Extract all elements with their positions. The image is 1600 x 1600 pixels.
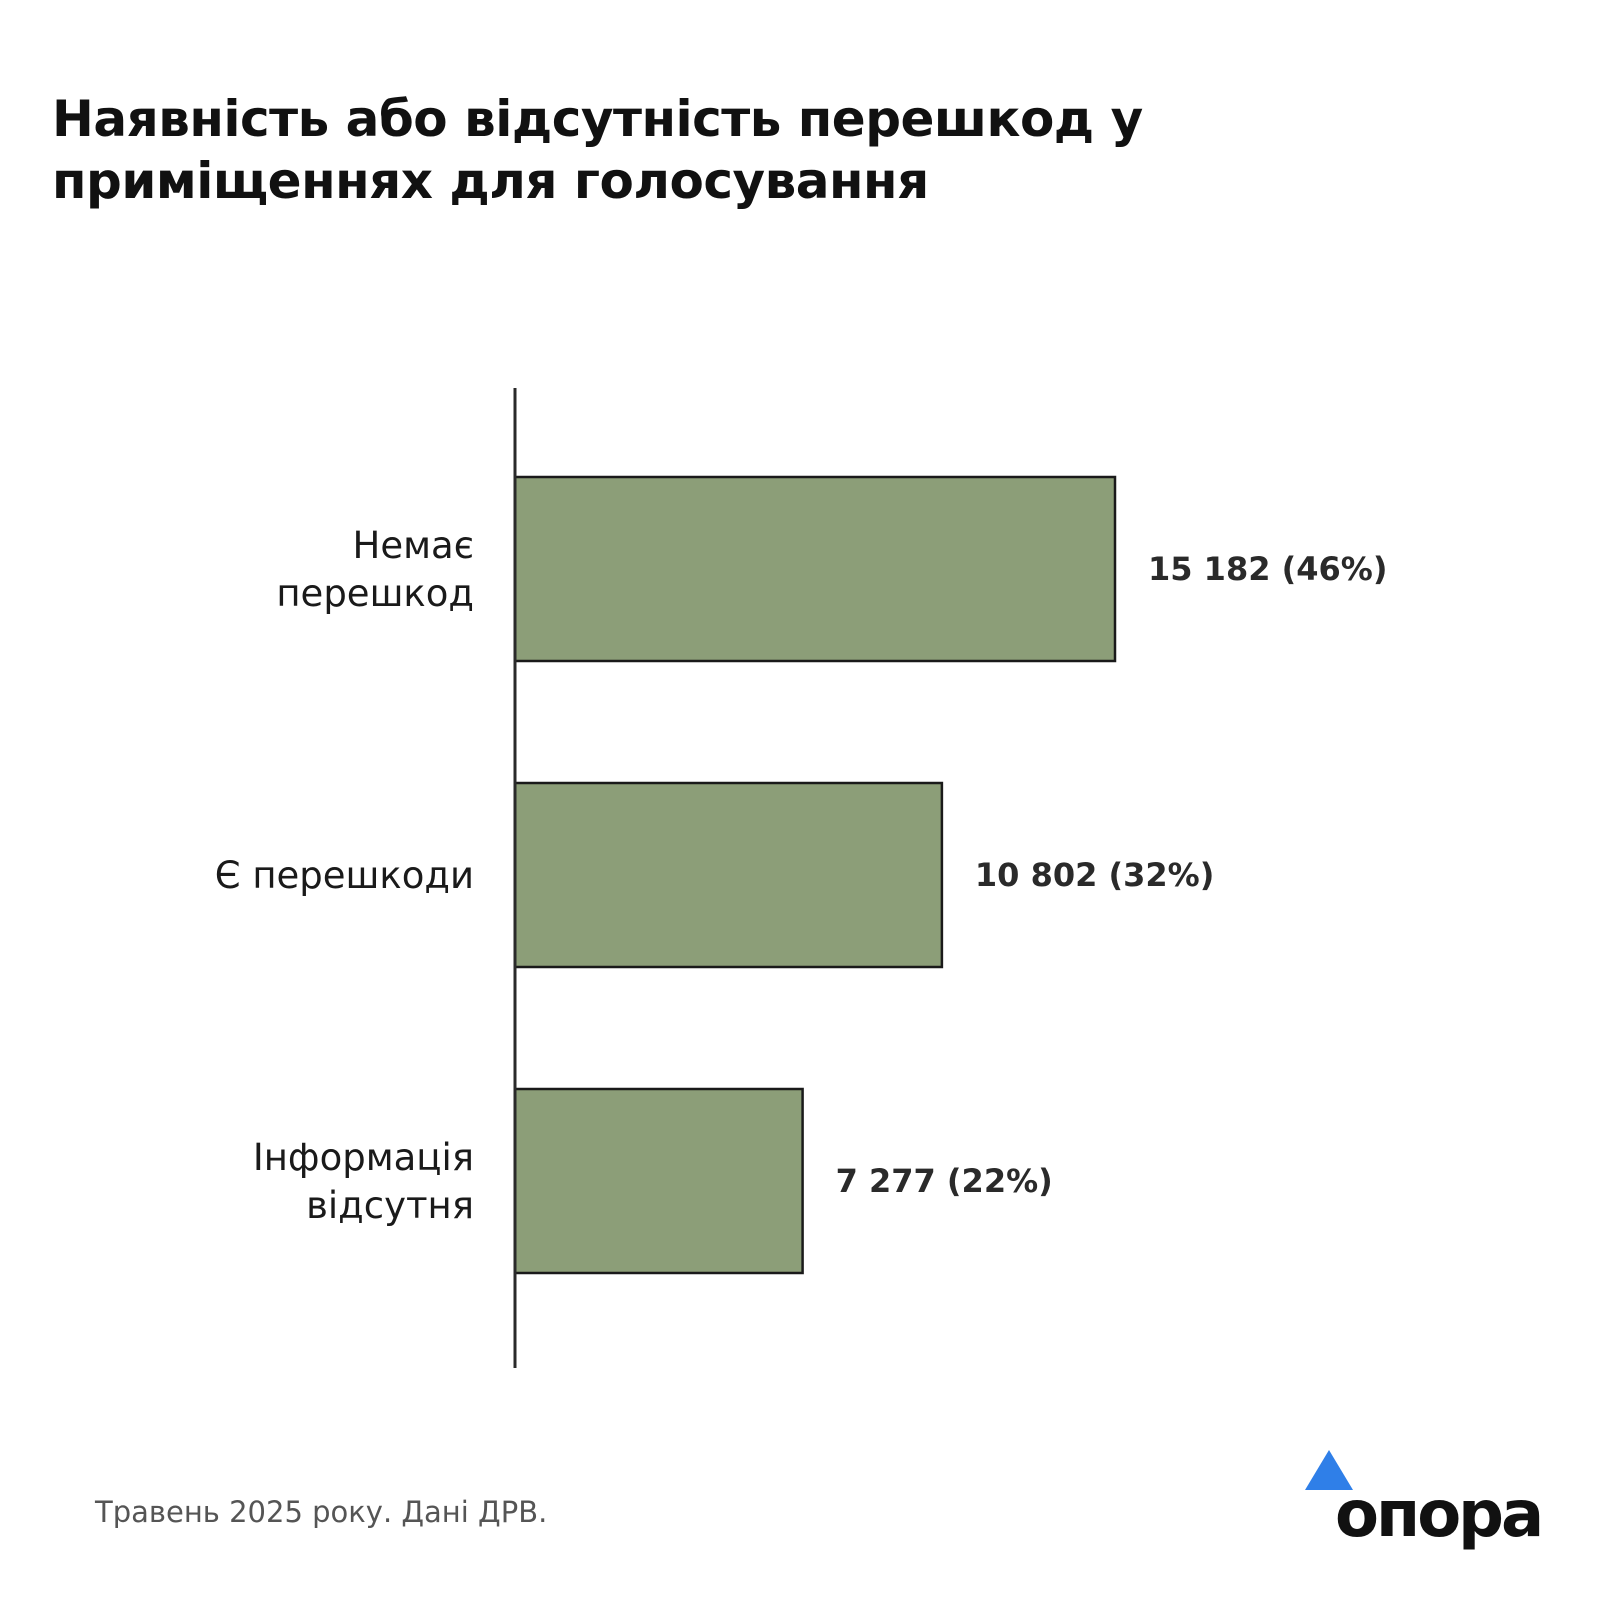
bar-1 (513, 475, 1117, 663)
blue-triangle-icon (1305, 1450, 1353, 1490)
bar-3 (513, 1087, 804, 1275)
category-label-1: Немає перешкод (276, 524, 474, 615)
source-footnote: Травень 2025 року. Дані ДРВ. (95, 1495, 548, 1529)
category-label-2: Є перешкоди (215, 854, 474, 897)
value-label-3: 7 277 (22%) (836, 1162, 1053, 1200)
bar-2 (513, 781, 944, 969)
bars-layer (513, 475, 1117, 1275)
logo-text: опора (1335, 1478, 1544, 1552)
opora-logo: опора (1305, 1450, 1544, 1550)
category-label-3: Інформація відсутня (253, 1136, 474, 1227)
chart-title: Наявність або відсутність перешкод у при… (52, 90, 1143, 210)
value-label-2: 10 802 (32%) (975, 856, 1214, 894)
value-label-1: 15 182 (46%) (1148, 550, 1387, 588)
labels-layer: 15 182 (46%) Немає перешкод 10 802 (32%) Є п… (215, 524, 1388, 1227)
